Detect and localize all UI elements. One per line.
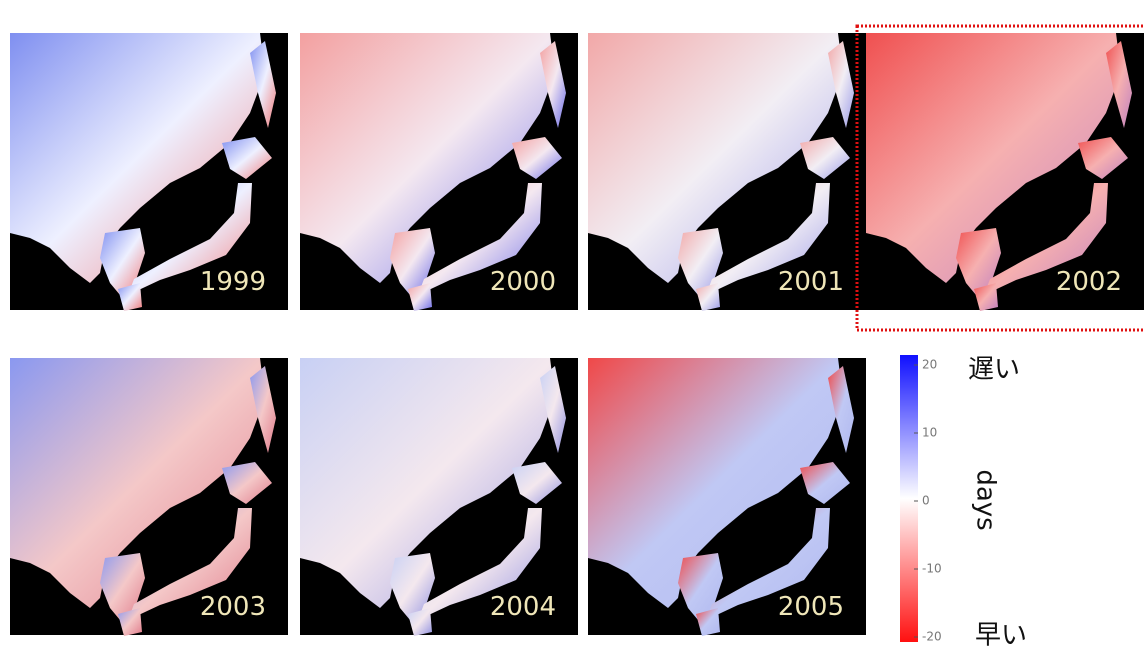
year-label: 2003 [200,592,266,622]
year-label: 2002 [1056,267,1122,297]
map-panel: 2000 [300,33,578,311]
colorbar-tick-label: -10 [922,562,942,576]
map-panel: 2003 [10,358,288,636]
colorbar-tick-label: 10 [922,426,937,440]
colorbar-tick-label: 20 [922,358,937,372]
colorbar-tick-label: 0 [922,494,930,508]
year-label: 2000 [490,267,556,297]
year-label: 2005 [778,592,844,622]
colorbar [900,355,918,642]
colorbar-label: days [971,469,1001,530]
figure: 遅い 早い days 1999 2000 2001 2002 2003 2004 2005 2… [0,0,1144,649]
year-label: 1999 [200,267,266,297]
map-panel: 2004 [300,358,578,636]
year-label: 2004 [490,592,556,622]
map-panel: 2005 [588,358,866,636]
early-label: 早い [975,621,1027,649]
year-label: 2001 [778,267,844,297]
map-panel: 2002 [857,26,1144,330]
map-panel: 1999 [10,33,288,311]
colorbar-tick-label: -20 [922,630,942,644]
late-label: 遅い [968,355,1020,385]
map-panel: 2001 [588,33,866,311]
